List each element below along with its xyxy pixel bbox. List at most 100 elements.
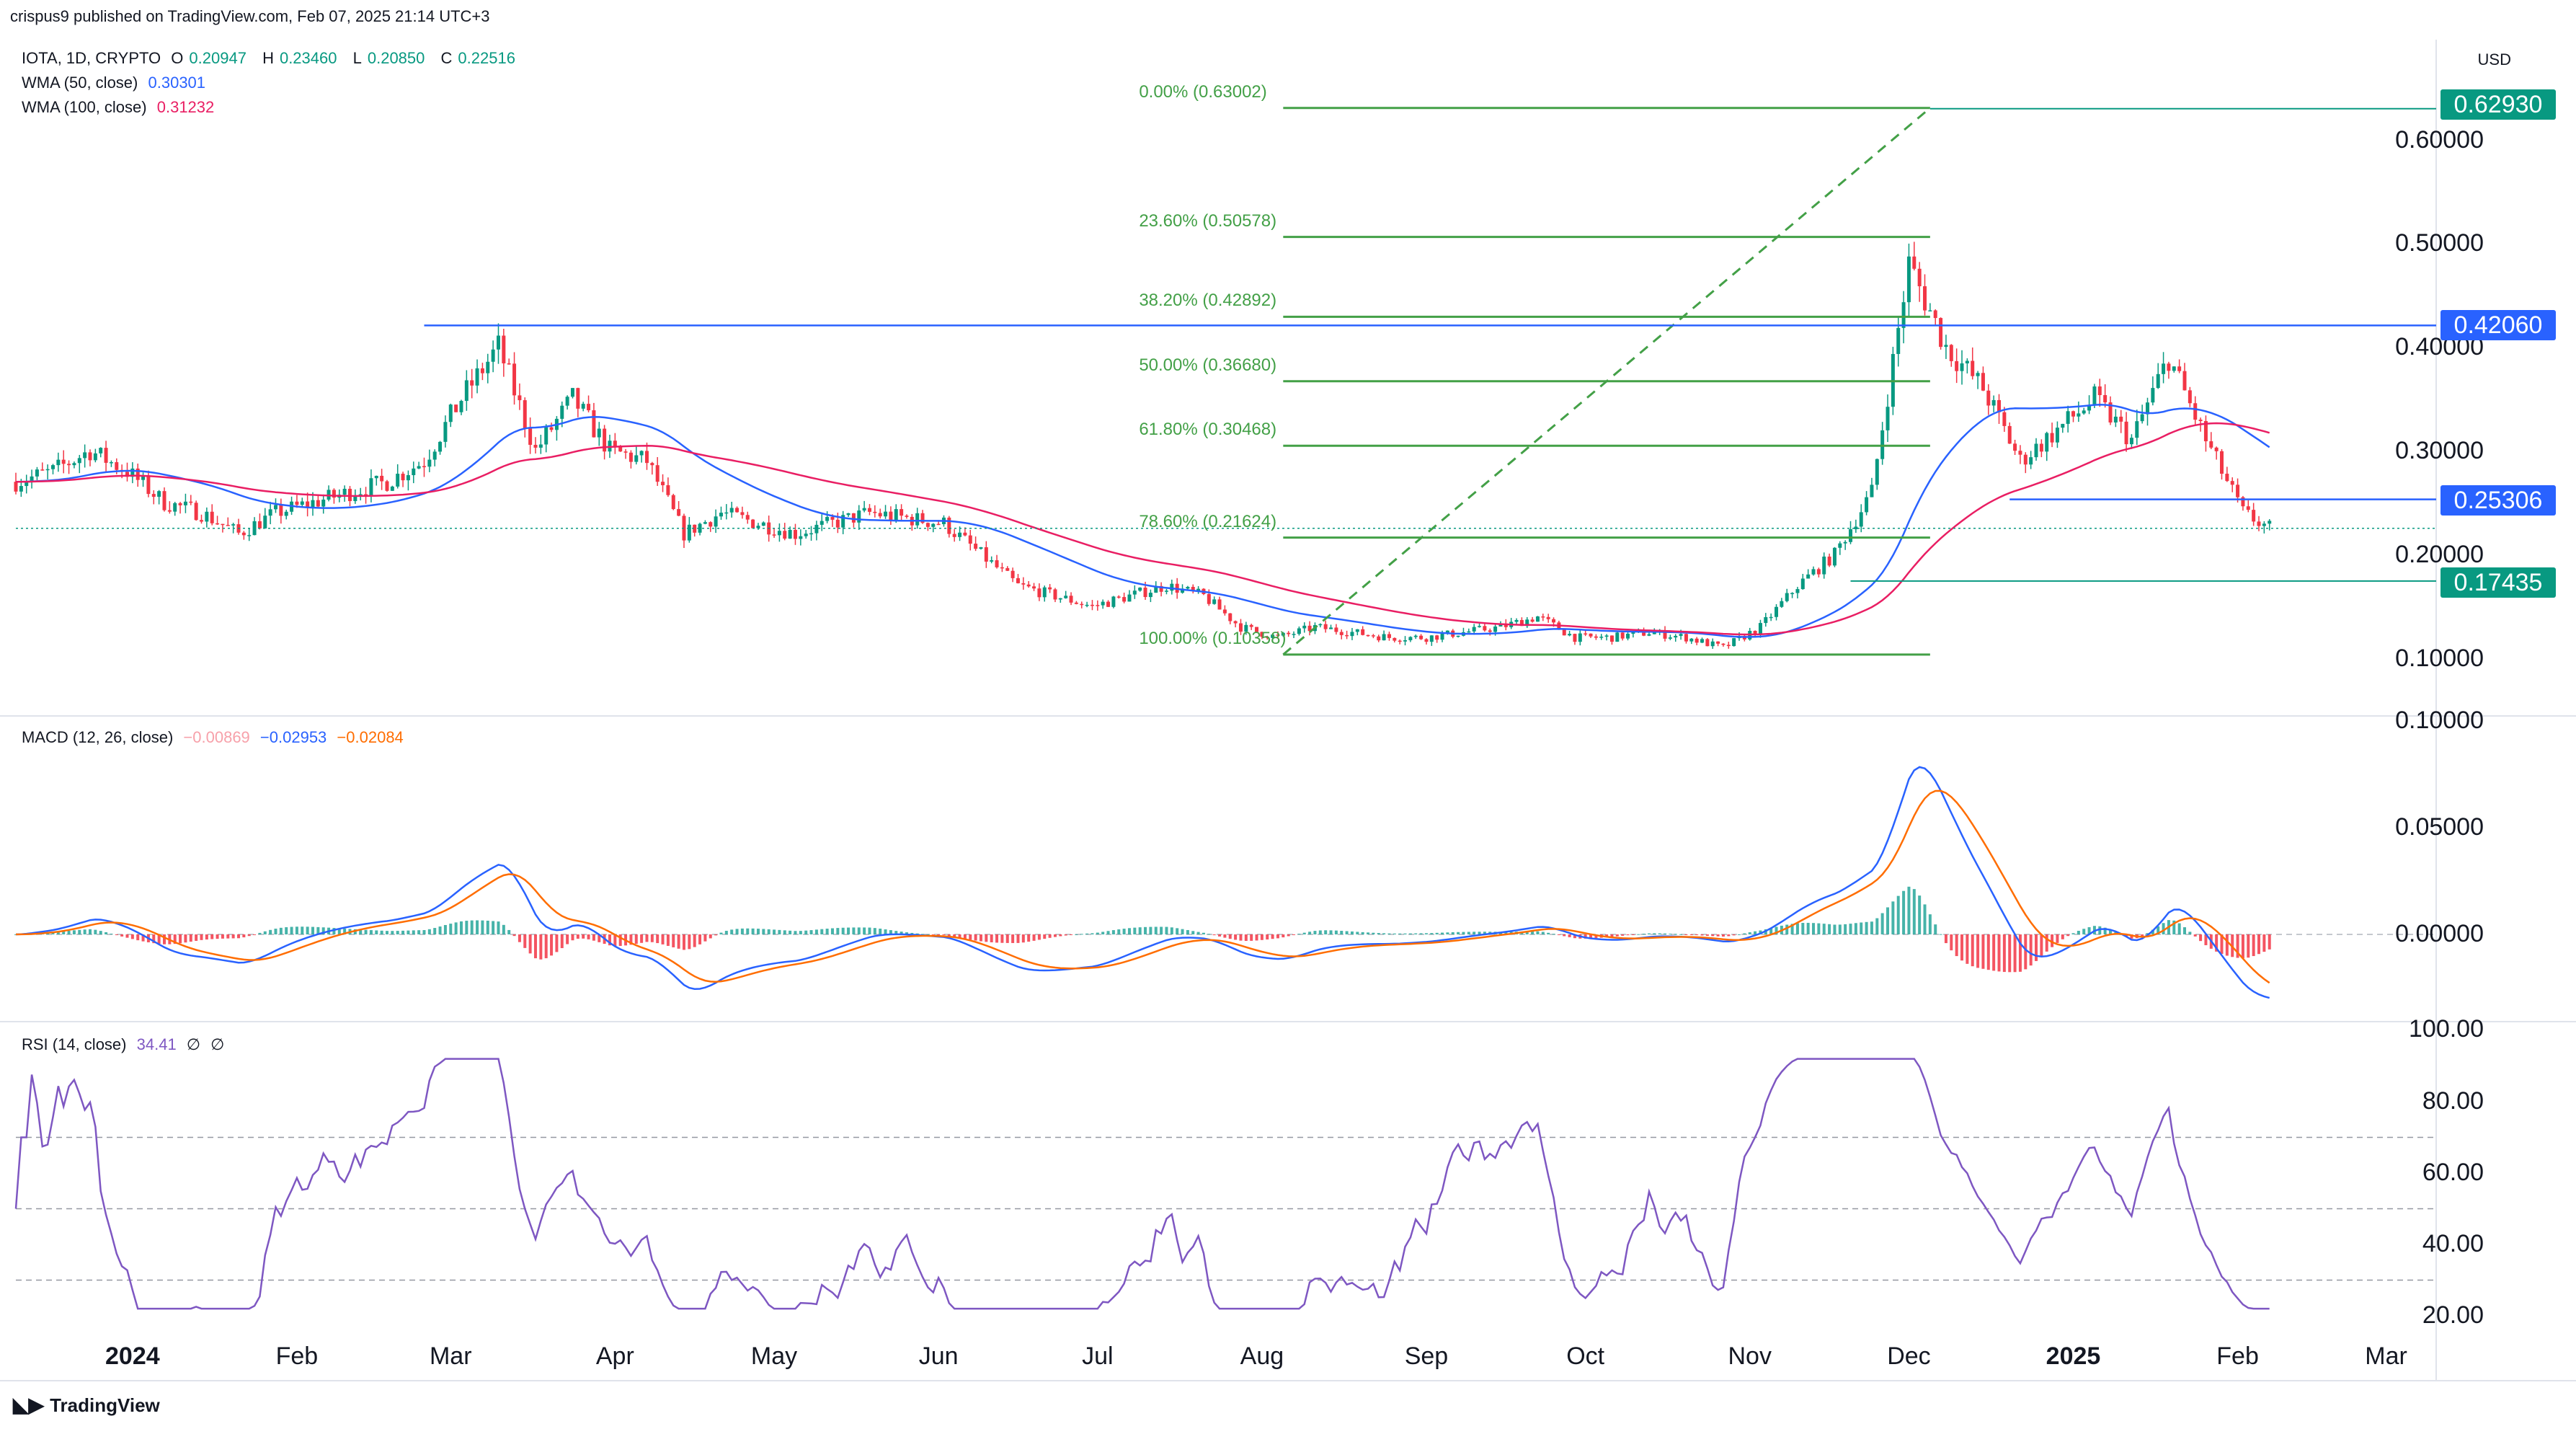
high-value: 0.23460 [279, 49, 337, 67]
macd-legend[interactable]: MACD (12, 26, close) −0.00869 −0.02953 −… [22, 728, 409, 747]
macd-histogram-bar [1202, 932, 1205, 934]
macd-histogram-bar [247, 934, 251, 937]
wma100-label: WMA (100, close) [22, 98, 147, 116]
candle-body [1785, 593, 1789, 601]
rsi-legend[interactable]: RSI (14, close) 34.41 ∅ ∅ [22, 1035, 230, 1054]
macd-histogram-bar [1679, 934, 1683, 935]
candle-body [788, 529, 792, 539]
candle-body [1132, 590, 1137, 595]
candle-body [1689, 638, 1694, 642]
candle-body [1949, 345, 1953, 361]
macd-histogram-bar [2188, 932, 2192, 934]
macd-histogram-bar [963, 934, 967, 939]
candle-body [1764, 616, 1768, 624]
candle-body [396, 474, 400, 487]
candle-body [459, 401, 463, 412]
publisher-line: crispus9 published on TradingView.com, F… [10, 7, 490, 25]
candle-body [603, 428, 607, 452]
tradingview-logo[interactable]: ◣▶ TradingView [13, 1393, 160, 1417]
candle-body [1154, 585, 1158, 593]
macd-histogram-bar [2262, 934, 2266, 952]
macd-histogram-bar [1133, 927, 1137, 934]
macd-histogram-bar [703, 934, 707, 942]
macd-histogram-bar [226, 934, 230, 939]
candle-body [1387, 634, 1391, 638]
macd-histogram-bar [1345, 931, 1349, 934]
macd-histogram-bar [1467, 932, 1470, 934]
low-label: L [352, 49, 362, 67]
candle-body [1901, 302, 1906, 328]
macd-histogram-bar [2241, 934, 2244, 959]
wma100-legend[interactable]: WMA (100, close) 0.31232 [22, 98, 220, 117]
macd-histogram-bar [380, 930, 383, 934]
macd-histogram-bar [799, 931, 802, 934]
macd-histogram-bar [629, 934, 633, 945]
macd-histogram-bar [1966, 934, 1969, 964]
macd-histogram-bar [783, 930, 786, 934]
candle-body [920, 513, 925, 523]
macd-histogram-bar [2247, 934, 2250, 958]
candle-body [958, 532, 962, 537]
macd-histogram-bar [476, 920, 479, 934]
macd-histogram-bar [544, 934, 548, 959]
macd-histogram-bar [1992, 934, 1996, 971]
candle-body [528, 428, 533, 445]
macd-histogram-bar [608, 934, 611, 946]
macd-histogram-bar [1838, 924, 1842, 934]
candle-body [422, 466, 426, 467]
symbol-legend[interactable]: IOTA, 1D, CRYPTO O 0.20947 H 0.23460 L 0.20… [22, 49, 527, 68]
macd-line [15, 766, 2270, 999]
candle-body [523, 400, 527, 428]
candle-body [2230, 481, 2234, 485]
candle-body [2182, 371, 2187, 391]
macd-histogram-bar [576, 934, 579, 939]
macd-histogram-bar [1812, 923, 1816, 934]
macd-histogram-bar [94, 929, 97, 934]
macd-histogram-bar [1165, 926, 1168, 934]
candle-body [1323, 624, 1328, 629]
candle-body [1334, 627, 1338, 632]
candle-body [1991, 399, 1996, 406]
macd-histogram-bar [210, 934, 214, 939]
candle-body [109, 462, 113, 464]
rsi-null-2: ∅ [210, 1035, 225, 1053]
candle-body [719, 513, 723, 517]
macd-histogram-bar [130, 934, 134, 939]
macd-histogram-bar [1822, 924, 1826, 934]
high-label: H [262, 49, 274, 67]
macd-histogram-bar [1218, 934, 1222, 937]
candle-body [1207, 594, 1211, 604]
candle-body [1928, 310, 1932, 311]
macd-histogram-bar [2236, 934, 2239, 958]
macd-histogram-bar [735, 929, 739, 934]
macd-histogram-bar [1478, 932, 1481, 934]
macd-histogram-bar [295, 926, 298, 934]
candle-body [1955, 360, 1959, 371]
macd-histogram-bar [465, 921, 468, 934]
candle-body [1212, 599, 1217, 604]
candle-body [1271, 634, 1275, 638]
macd-histogram-bar [2151, 929, 2154, 934]
candle-body [1939, 318, 1943, 348]
macd-histogram-bar [809, 930, 813, 934]
macd-histogram-bar [1817, 923, 1821, 934]
macd-histogram-bar [290, 926, 293, 934]
candle-body [793, 529, 797, 539]
macd-histogram-bar [1594, 934, 1598, 939]
candle-body [2092, 386, 2097, 405]
candle-body [1647, 634, 1651, 636]
candle-body [1917, 268, 1922, 287]
candle-body [1865, 497, 1869, 513]
macd-histogram-bar [1738, 934, 1741, 935]
candle-body [1912, 256, 1917, 269]
candle-body [740, 512, 745, 516]
x-axis-label: Nov [1728, 1342, 1772, 1370]
macd-histogram-bar [985, 934, 988, 942]
wma50-legend[interactable]: WMA (50, close) 0.30301 [22, 74, 211, 92]
candle-body [268, 509, 272, 516]
candle-body [99, 448, 103, 454]
candle-body [644, 451, 649, 464]
macd-histogram-bar [1504, 932, 1508, 934]
